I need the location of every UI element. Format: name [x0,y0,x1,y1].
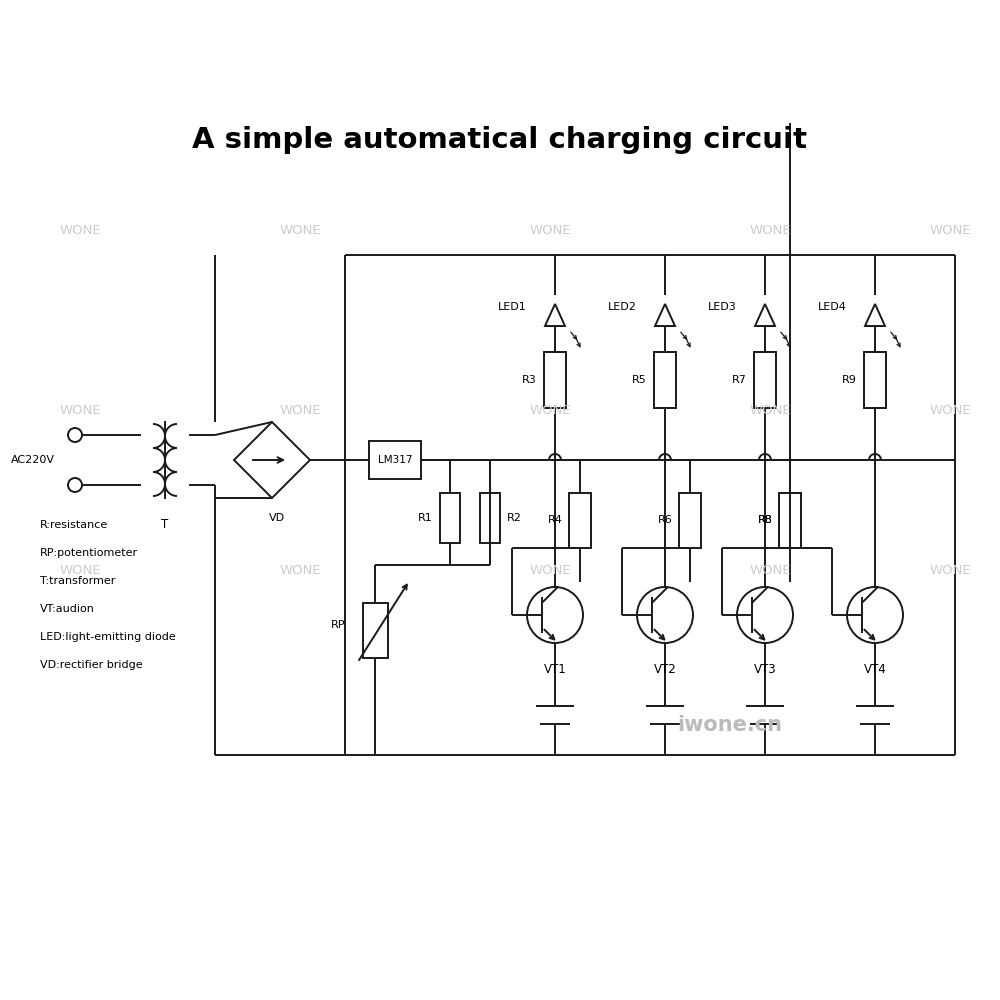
Text: RP:potentiometer: RP:potentiometer [40,548,138,558]
Polygon shape [234,422,310,498]
Text: LED4: LED4 [818,302,847,312]
Text: R2: R2 [507,513,522,523]
Text: R3: R3 [522,375,537,385]
Text: VT:audion: VT:audion [40,604,95,614]
Text: R5: R5 [632,375,647,385]
Text: WONE: WONE [749,403,791,416]
Text: WONE: WONE [929,224,971,236]
Text: WONE: WONE [59,564,101,576]
Text: AC220V: AC220V [11,455,55,465]
Bar [779,493,801,548]
Text: RP: RP [330,620,345,630]
Bar [440,493,460,543]
Text: R4: R4 [548,515,563,525]
Polygon shape [655,304,675,326]
Text: VT4: VT4 [864,663,886,676]
Text: WONE: WONE [529,403,571,416]
Bar [754,353,776,408]
Text: R9: R9 [842,375,857,385]
Text: VD: VD [269,513,285,523]
Text: WONE: WONE [749,224,791,236]
Text: R:resistance: R:resistance [40,520,108,530]
Text: A simple automatical charging circuit: A simple automatical charging circuit [192,126,808,154]
Text: WONE: WONE [279,564,321,576]
Polygon shape [545,304,565,326]
Text: WONE: WONE [749,564,791,576]
Text: WONE: WONE [529,564,571,576]
Text: VT2: VT2 [654,663,676,676]
Text: WONE: WONE [279,403,321,416]
Bar [654,353,676,408]
Bar [569,493,591,548]
Text: R7: R7 [732,375,747,385]
Bar [480,493,500,543]
Bar [864,353,886,408]
Text: T: T [161,518,169,531]
Text: LM317: LM317 [378,455,412,465]
Text: LED1: LED1 [498,302,527,312]
Polygon shape [755,304,775,326]
Bar [779,493,801,548]
Text: WONE: WONE [59,224,101,236]
Bar [544,353,566,408]
Text: T:transformer: T:transformer [40,576,115,586]
Text: WONE: WONE [529,224,571,236]
Bar [679,493,701,548]
Polygon shape [865,304,885,326]
Text: VD:rectifier bridge: VD:rectifier bridge [40,660,143,670]
Text: VT3: VT3 [754,663,776,676]
Text: VT1: VT1 [544,663,566,676]
Text: LED3: LED3 [708,302,737,312]
Text: R8: R8 [758,515,773,525]
Text: LED:light-emitting diode: LED:light-emitting diode [40,632,176,642]
Text: WONE: WONE [59,403,101,416]
Text: R1: R1 [418,513,433,523]
Bar [362,602,388,658]
Bar [369,441,421,479]
Text: WONE: WONE [929,564,971,576]
Text: R8: R8 [758,515,773,525]
Text: iwone.cn: iwone.cn [678,715,782,735]
Text: LED2: LED2 [608,302,637,312]
Text: WONE: WONE [929,403,971,416]
Text: R6: R6 [658,515,673,525]
Text: WONE: WONE [279,224,321,236]
